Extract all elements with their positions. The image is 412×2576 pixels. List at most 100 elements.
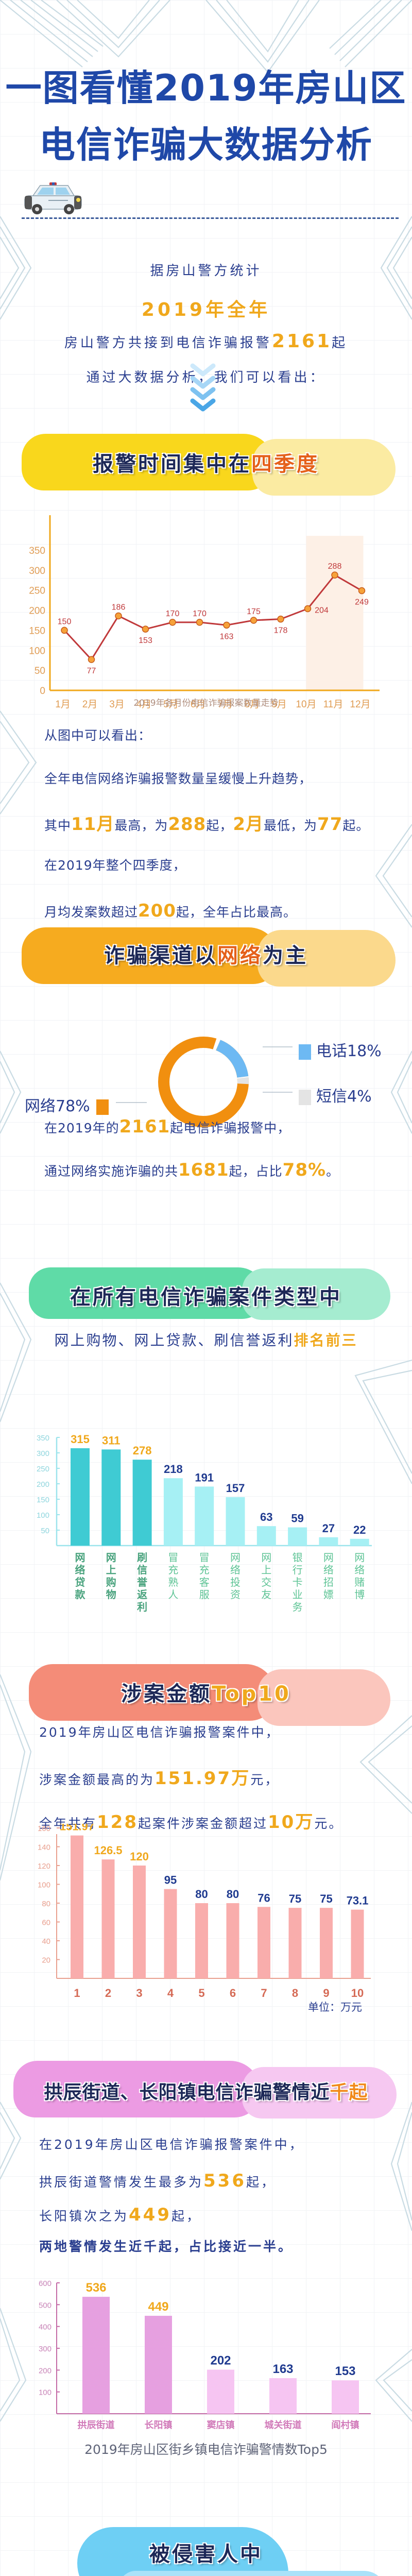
svg-text:40: 40	[42, 1937, 50, 1946]
svg-text:178: 178	[274, 626, 288, 635]
svg-text:249: 249	[355, 598, 369, 606]
svg-text:4月: 4月	[136, 699, 152, 710]
svg-text:200: 200	[29, 606, 45, 617]
svg-text:200: 200	[39, 2366, 52, 2375]
svg-text:务: 务	[293, 1601, 303, 1613]
accent: 网络	[217, 944, 263, 968]
svg-text:218: 218	[164, 1463, 183, 1476]
accent: 千起	[330, 2082, 368, 2103]
svg-text:6月: 6月	[191, 699, 206, 710]
intro-total: 房山警方共接到电信诈骗报警2161起	[0, 331, 412, 352]
svg-text:行: 行	[293, 1564, 303, 1576]
svg-text:博: 博	[354, 1589, 365, 1601]
amount-unit: 单位：万元	[308, 2001, 362, 2013]
summary-line: 通过网络实施诈骗的共1681起，占比78%。	[44, 1161, 339, 1179]
legend-label: 电话18%	[316, 1042, 382, 1060]
low-value: 77	[317, 814, 343, 835]
svg-text:600: 600	[39, 2280, 52, 2288]
section3-banner-bg	[29, 1267, 266, 1319]
total: 2161	[119, 1116, 170, 1137]
section4-banner-bg2	[258, 1669, 390, 1726]
svg-text:返: 返	[137, 1589, 147, 1601]
svg-text:140: 140	[38, 1843, 50, 1852]
svg-text:购: 购	[106, 1576, 116, 1588]
svg-text:7月: 7月	[217, 699, 233, 710]
gongchen-count: 536	[203, 2171, 246, 2191]
section5-banner-bg2	[242, 2067, 397, 2119]
svg-text:上: 上	[261, 1564, 271, 1576]
text: 涉案金额	[121, 1682, 212, 1706]
summary-line: 在2019年的2161起电信诈骗报警中，	[44, 1118, 339, 1161]
svg-text:50: 50	[35, 666, 45, 676]
svg-text:100: 100	[37, 1511, 49, 1520]
section4-banner-title: 涉案金额Top10	[0, 1677, 412, 1707]
svg-text:誉: 誉	[136, 1576, 148, 1588]
peak-value: 288	[168, 814, 207, 835]
svg-text:业: 业	[293, 1589, 303, 1601]
changyang-count: 449	[129, 2205, 171, 2225]
text: 为主	[263, 944, 308, 968]
svg-text:络: 络	[75, 1564, 85, 1576]
svg-text:嫖: 嫖	[323, 1589, 334, 1601]
text: 元，	[250, 1772, 280, 1787]
section2-banner-bg2	[258, 930, 396, 987]
svg-text:75: 75	[289, 1892, 301, 1905]
text: 在2019年的	[44, 1121, 119, 1136]
section5-summary: 在2019年房山区电信诈骗报警案件中， 拱辰街道警情发生最多为536起， 长阳镇…	[39, 2138, 304, 2253]
svg-text:城关街道: 城关街道	[265, 2419, 302, 2430]
svg-text:100: 100	[39, 2388, 52, 2397]
svg-text:信: 信	[137, 1564, 147, 1576]
network-pct: 78%	[282, 1160, 327, 1180]
svg-text:网: 网	[75, 1552, 85, 1564]
svg-text:熟: 熟	[168, 1577, 178, 1588]
svg-text:350: 350	[37, 1434, 49, 1443]
section1-banner-bg	[22, 434, 274, 490]
q4-highlight	[306, 536, 364, 690]
svg-text:刷: 刷	[137, 1552, 147, 1564]
section2-banner-bg	[22, 927, 279, 984]
legend-swatch	[96, 1099, 109, 1115]
summary-line: 全年电信网络诈骗报警数量呈缓慢上升趋势，	[44, 771, 313, 786]
svg-text:170: 170	[166, 609, 180, 618]
summary-line: 两地警情发生近千起，占比接近一半。	[39, 2239, 294, 2254]
section3-subtitle: 网上购物、网上贷款、刷信誉返利排名前三	[0, 1329, 412, 1350]
page-title-line1: 一图看懂2019年房山区	[5, 67, 407, 109]
svg-text:20: 20	[42, 1956, 50, 1965]
svg-text:150: 150	[58, 617, 72, 626]
svg-text:300: 300	[39, 2345, 52, 2353]
network-count: 1681	[178, 1160, 229, 1180]
svg-text:络: 络	[323, 1564, 334, 1576]
svg-text:招: 招	[323, 1577, 334, 1588]
svg-text:9: 9	[323, 1987, 329, 1999]
text: 。	[326, 1164, 340, 1179]
text: 元。	[314, 1816, 344, 1831]
svg-text:赌: 赌	[354, 1577, 365, 1588]
section1-banner-accent: 四季度	[251, 452, 319, 476]
channel-donut-chart	[116, 1037, 293, 1127]
threshold: 10万	[268, 1812, 315, 1833]
svg-text:0: 0	[40, 686, 45, 697]
monthly-line-chart: 0 50 100 150 200 250 300 350 150 1月 77 2月 186 3月 153 4月…	[29, 515, 380, 710]
svg-text:288: 288	[328, 562, 342, 571]
text: 起，全年占比最高。	[176, 905, 297, 920]
svg-text:60: 60	[42, 1919, 50, 1927]
summary-line: 涉案金额最高的为151.97万元，	[39, 1770, 343, 1814]
svg-text:资: 资	[230, 1589, 241, 1601]
svg-text:投: 投	[230, 1577, 241, 1588]
summary-line: 从图中可以看出：	[44, 728, 152, 743]
section5-banner-bg	[13, 2061, 261, 2117]
section5-banner-title: 拱辰街道、长阳镇电信诈骗警情近千起	[0, 2077, 412, 2104]
section1-banner-bg2	[252, 439, 396, 496]
text: 最低，为	[264, 818, 318, 833]
svg-text:350: 350	[29, 546, 45, 556]
svg-text:网: 网	[106, 1552, 116, 1564]
svg-text:10月: 10月	[296, 699, 316, 710]
legend-label: 网络78%	[25, 1097, 90, 1115]
text: 起，	[171, 2209, 202, 2224]
svg-text:5月: 5月	[163, 699, 179, 710]
svg-text:157: 157	[226, 1482, 245, 1495]
svg-text:160: 160	[38, 1824, 50, 1833]
svg-text:73.1: 73.1	[347, 1894, 369, 1907]
